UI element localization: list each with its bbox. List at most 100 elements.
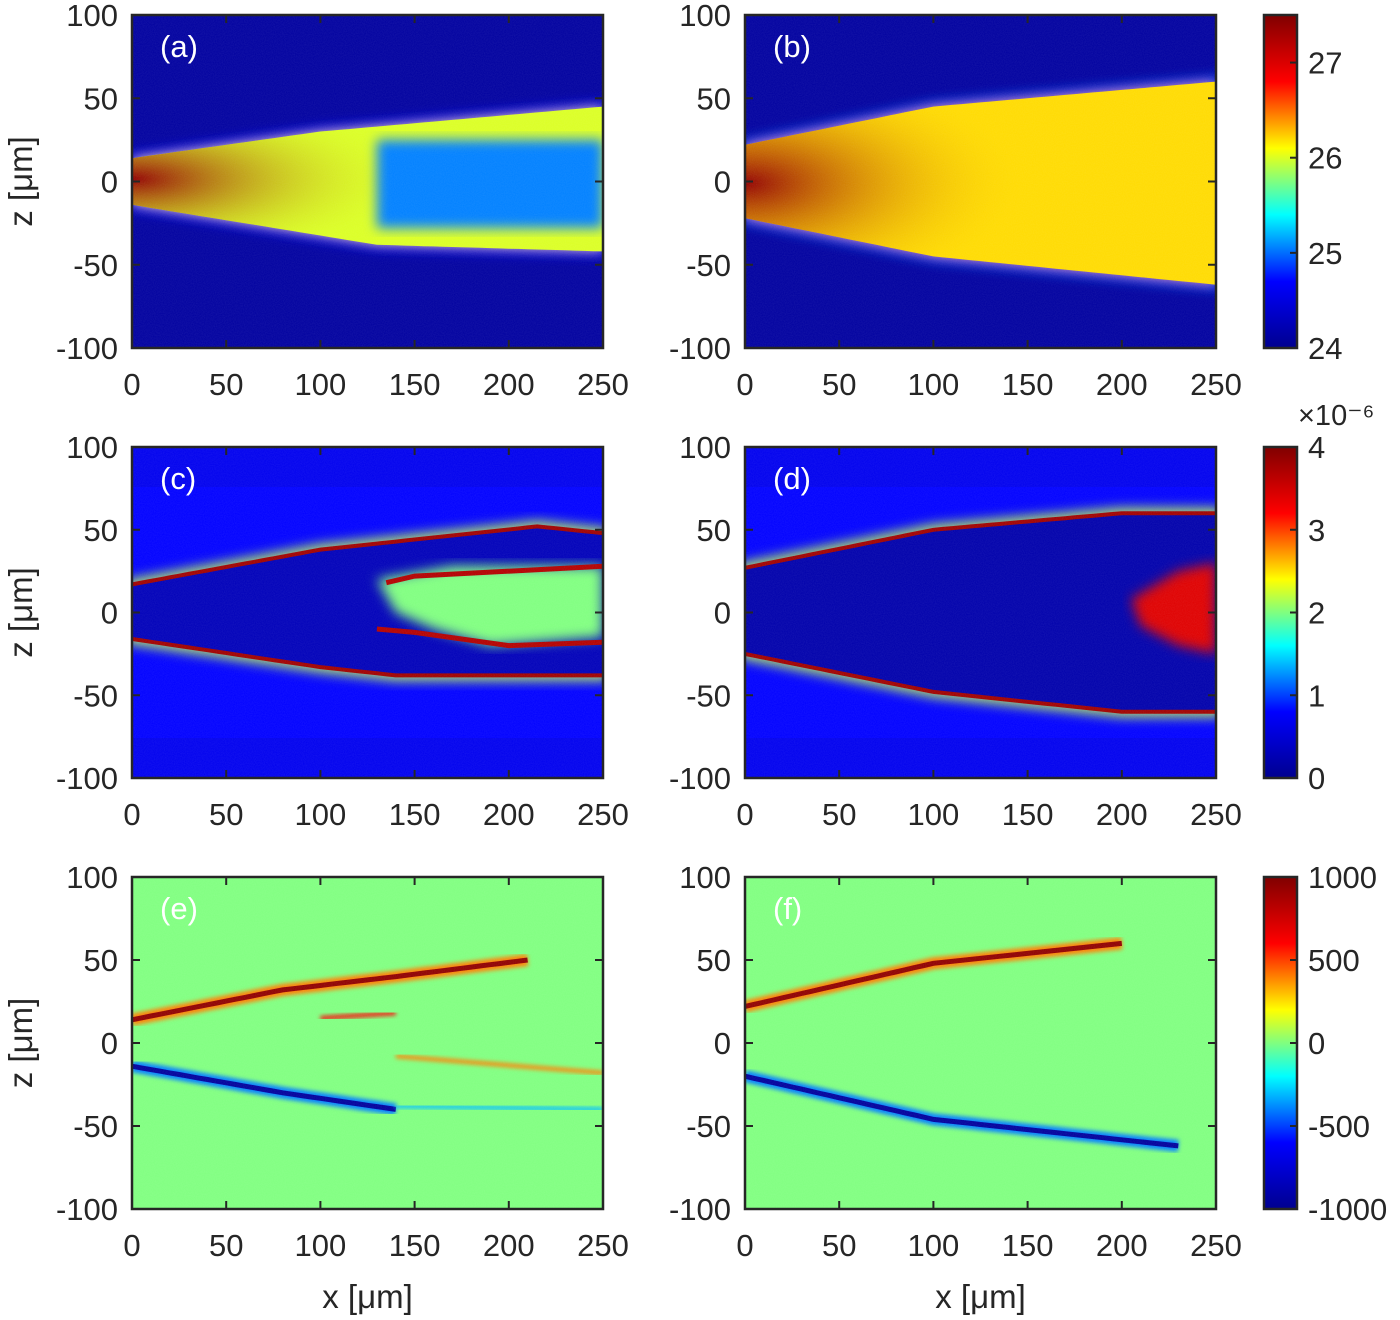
colorbar-tick-label: 3: [1308, 513, 1325, 548]
panel-label: (e): [160, 891, 198, 926]
z-tick-label: -100: [669, 331, 731, 366]
z-tick-label: 50: [697, 943, 731, 978]
heatmap-body: [745, 15, 1216, 348]
x-tick-label: 50: [209, 1228, 243, 1263]
panel-c: 0 50 100 150 200 250 100 50 0 -50 -100 (c) z [μm]: [2, 430, 629, 832]
z-tick-label: -50: [73, 1109, 118, 1144]
x-tick-label: 250: [577, 1228, 629, 1263]
x-tick-label: 200: [483, 797, 535, 832]
x-tick-label: 100: [295, 367, 347, 402]
z-tick-label: -50: [73, 678, 118, 713]
colorbar-tick-label: 500: [1308, 943, 1360, 978]
colorbar-tick-label: 0: [1308, 1026, 1325, 1061]
colorbar-tick-label: 1000: [1308, 860, 1377, 895]
heatmap-noise: [132, 447, 603, 778]
z-tick-label: 100: [679, 0, 731, 33]
panel-d: 0 50 100 150 200 250 100 50 0 -50 -100 (d): [669, 430, 1242, 832]
z-tick-label: -50: [686, 1109, 731, 1144]
heatmap-body: [132, 877, 603, 1209]
x-tick-label: 250: [1190, 797, 1242, 832]
panel-label: (d): [773, 461, 811, 496]
x-tick-label: 0: [736, 367, 753, 402]
x-tick-label: 0: [123, 1228, 140, 1263]
panel-a: 0 50 100 150 200 250 100 50 0 -50 -100 (a) z [μm]: [2, 0, 629, 402]
z-tick-label: 0: [101, 165, 118, 200]
x-axis-label: x [μm]: [935, 1278, 1026, 1315]
z-tick-label: -50: [73, 248, 118, 283]
z-tick-label: 0: [714, 596, 731, 631]
z-tick-label: -100: [669, 761, 731, 796]
x-tick-label: 100: [908, 797, 960, 832]
z-tick-label: 50: [84, 943, 118, 978]
colorbar-tick-label: 4: [1308, 430, 1325, 465]
z-tick-label: -100: [56, 331, 118, 366]
colorbar-3: -1000 -500 0 500 1000: [1262, 860, 1387, 1227]
x-tick-label: 150: [1002, 797, 1054, 832]
z-tick-label: 100: [66, 430, 118, 465]
x-tick-label: 250: [577, 797, 629, 832]
x-tick-label: 50: [822, 797, 856, 832]
heatmap-noise: [745, 877, 1216, 1209]
x-tick-label: 150: [1002, 367, 1054, 402]
colorbar-tick-label: -500: [1308, 1109, 1370, 1144]
x-tick-label: 250: [1190, 1228, 1242, 1263]
x-tick-label: 150: [1002, 1228, 1054, 1263]
x-tick-label: 250: [1190, 367, 1242, 402]
colorbar-tick-label: 2: [1308, 596, 1325, 631]
colorbar-tick-label: 0: [1308, 761, 1325, 796]
heatmap-noise: [132, 877, 603, 1209]
z-tick-label: 50: [84, 81, 118, 116]
heatmap-body: [745, 877, 1216, 1209]
panel-label: (a): [160, 29, 198, 64]
z-tick-label: -50: [686, 248, 731, 283]
z-tick-label: -100: [56, 1192, 118, 1227]
z-tick-label: -50: [686, 678, 731, 713]
z-tick-label: 0: [714, 165, 731, 200]
x-tick-label: 150: [389, 367, 441, 402]
colorbar-tick-label: 25: [1308, 236, 1342, 271]
z-tick-label: 0: [101, 596, 118, 631]
heatmap-noise: [745, 15, 1216, 348]
heatmap-body: [745, 447, 1216, 778]
x-tick-label: 200: [1096, 1228, 1148, 1263]
colorbar-tick-label: 1: [1308, 678, 1325, 713]
x-tick-label: 150: [389, 797, 441, 832]
colorbar-exponent: ×10⁻⁶: [1298, 400, 1374, 432]
panel-label: (f): [773, 891, 802, 926]
panel-f: 0 50 100 150 200 250 100 50 0 -50 -100 (f) x [μm]: [669, 860, 1242, 1315]
x-tick-label: 200: [1096, 367, 1148, 402]
colorbar-tick-label: 24: [1308, 331, 1342, 366]
x-tick-label: 100: [908, 1228, 960, 1263]
x-tick-label: 50: [822, 1228, 856, 1263]
z-tick-label: 0: [101, 1026, 118, 1061]
panel-b: 0 50 100 150 200 250 100 50 0 -50 -100 (b): [669, 0, 1242, 402]
z-tick-label: 100: [679, 860, 731, 895]
x-tick-label: 50: [822, 367, 856, 402]
x-tick-label: 0: [123, 797, 140, 832]
z-tick-label: 50: [84, 513, 118, 548]
z-axis-label: z [μm]: [2, 567, 39, 658]
colorbar-1: 24 25 26 27: [1262, 13, 1342, 366]
x-tick-label: 250: [577, 367, 629, 402]
x-tick-label: 150: [389, 1228, 441, 1263]
x-tick-label: 0: [123, 367, 140, 402]
colorbar-tick-label: 26: [1308, 141, 1342, 176]
z-tick-label: 50: [697, 513, 731, 548]
x-tick-label: 0: [736, 1228, 753, 1263]
heatmap-noise: [132, 15, 603, 348]
x-tick-label: 200: [483, 1228, 535, 1263]
colorbar-scale: [1262, 13, 1299, 350]
x-tick-label: 50: [209, 367, 243, 402]
z-tick-label: 100: [679, 430, 731, 465]
z-axis-label: z [μm]: [2, 136, 39, 227]
z-tick-label: 0: [714, 1026, 731, 1061]
heatmap-body: [132, 447, 603, 778]
z-tick-label: -100: [56, 761, 118, 796]
z-tick-label: 100: [66, 860, 118, 895]
z-tick-label: 50: [697, 81, 731, 116]
z-tick-label: 100: [66, 0, 118, 33]
x-tick-label: 100: [295, 1228, 347, 1263]
colorbar-tick-label: -1000: [1308, 1192, 1387, 1227]
z-tick-label: -100: [669, 1192, 731, 1227]
